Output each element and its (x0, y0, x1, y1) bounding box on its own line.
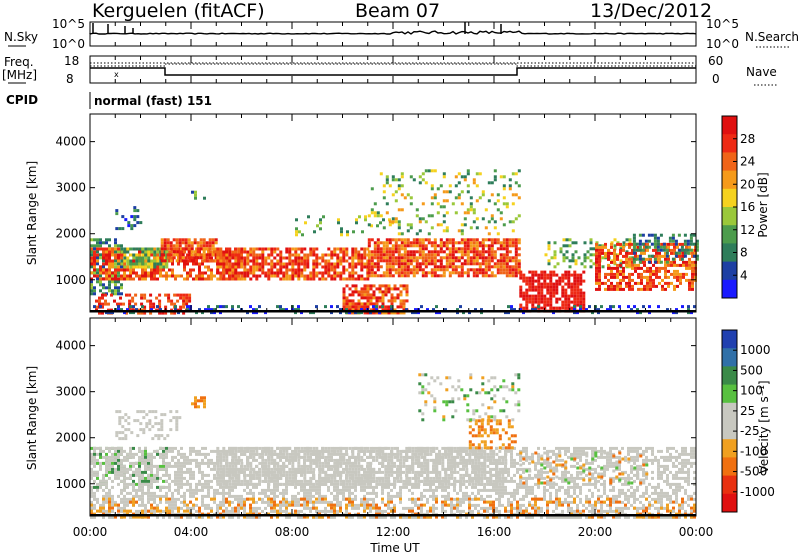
x-tick-label: 00:00 (679, 525, 714, 539)
cpid-label: CPID (6, 93, 38, 107)
nsky-trace (89, 30, 697, 35)
power-panel: 1000 2000 3000 4000 Slant Range [km] 4 8 12 16… (25, 113, 770, 315)
colorbar-tick-label: -500 (740, 465, 767, 479)
colorbar-tick-label: 24 (740, 155, 755, 169)
time-x-axis: 00:00 04:00 08:00 12:00 16:00 20:00 00:00 (73, 22, 714, 539)
nsky-tick-top: 10^5 (52, 17, 85, 31)
freq-tick-top: 18 (64, 54, 79, 68)
power-colorbar: 4 8 12 16 20 24 28 (721, 115, 755, 299)
power-ylabel: Slant Range [km] (25, 161, 39, 265)
nsearch-label: N.Search (745, 30, 799, 44)
freq-panel: x Freq. [MHz] 18 8 60 0 Nave (2, 54, 778, 86)
colorbar-tick-label: 8 (740, 246, 748, 260)
y-tick-label: 2000 (55, 431, 86, 445)
header-beam: Beam 07 (355, 0, 441, 22)
nsky-panel: N.Sky 10^5 10^0 10^5 10^0 N.Search (4, 17, 799, 51)
power-colorbar-label: Power [dB] (756, 172, 770, 237)
header-station: Kerguelen (fitACF) (92, 0, 265, 22)
colorbar-swatch (722, 330, 737, 349)
nsearch-tick-top: 10^5 (706, 17, 739, 31)
freq-tick-bottom: 8 (66, 72, 74, 86)
y-tick-label: 4000 (55, 135, 86, 149)
freq-label-line1: Freq. (4, 55, 34, 69)
colorbar-tick-label: 100 (740, 384, 763, 398)
y-tick-label: 3000 (55, 385, 86, 399)
colorbar-swatch (722, 116, 737, 135)
nsky-tick-bottom: 10^0 (52, 37, 85, 51)
colorbar-tick-label: 20 (740, 177, 755, 191)
colorbar-tick-label: 25 (740, 404, 755, 418)
colorbar-tick-label: 4 (740, 268, 748, 282)
x-tick-label: 20:00 (578, 525, 613, 539)
cpid-panel: CPID normal (fast) 151 (6, 92, 212, 109)
colorbar-tick-label: 12 (740, 223, 755, 237)
colorbar-swatch (722, 225, 737, 244)
colorbar-tick-label: 16 (740, 200, 755, 214)
colorbar-swatch (722, 402, 737, 422)
freq-trace (90, 67, 696, 76)
colorbar-swatch (722, 243, 737, 263)
colorbar-tick-label: -1000 (740, 485, 775, 499)
x-axis-label: Time UT (369, 541, 420, 554)
power-heatmap (90, 169, 699, 315)
velocity-colorbar-label: Velocity [m s⁻¹] (757, 380, 771, 473)
y-tick-label: 1000 (55, 273, 86, 287)
x-tick-label: 00:00 (73, 525, 108, 539)
velocity-ylabel: Slant Range [km] (25, 366, 39, 470)
colorbar-swatch (722, 384, 737, 404)
nave-label: Nave (746, 65, 777, 79)
colorbar-swatch (722, 475, 737, 495)
cpid-value: normal (fast) 151 (94, 94, 212, 108)
colorbar-swatch (722, 188, 737, 208)
colorbar-swatch (722, 348, 737, 367)
colorbar-tick-label: 1000 (740, 343, 771, 357)
colorbar-swatch (722, 134, 737, 153)
nave-trace (90, 63, 696, 67)
power-y-axis: 1000 2000 3000 4000 (55, 135, 696, 287)
colorbar-swatch (722, 421, 737, 440)
colorbar-tick-label: -100 (740, 444, 767, 458)
nave-tick-bottom: 0 (712, 72, 720, 86)
y-tick-label: 4000 (55, 339, 86, 353)
nave-tick-top: 60 (708, 54, 723, 68)
colorbar-tick-label: 28 (740, 132, 755, 146)
y-tick-label: 1000 (55, 477, 86, 491)
y-tick-label: 3000 (55, 181, 86, 195)
x-tick-label: 08:00 (275, 525, 310, 539)
velocity-heatmap (90, 373, 696, 519)
freq-label-line2: [MHz] (2, 68, 37, 82)
colorbar-tick-label: 500 (740, 363, 763, 377)
colorbar-swatch (722, 457, 737, 477)
colorbar-swatch (722, 493, 737, 513)
colorbar-swatch (722, 152, 737, 172)
colorbar-swatch (722, 261, 737, 281)
svg-text:x: x (114, 70, 119, 79)
y-tick-label: 2000 (55, 227, 86, 241)
velocity-colorbar: 1000 500 100 25 -25 -100 -500 -1000 (721, 329, 775, 513)
velocity-y-axis: 1000 2000 3000 4000 (55, 339, 696, 491)
colorbar-swatch (722, 207, 737, 226)
colorbar-swatch (722, 439, 737, 458)
x-tick-label: 04:00 (174, 525, 209, 539)
colorbar-tick-label: -25 (740, 424, 760, 438)
nsky-label: N.Sky (4, 30, 38, 44)
header-date: 13/Dec/2012 (590, 0, 713, 22)
colorbar-swatch (722, 170, 737, 190)
colorbar-swatch (722, 279, 737, 299)
colorbar-swatch (722, 366, 737, 386)
x-tick-label: 16:00 (477, 525, 512, 539)
x-tick-label: 12:00 (376, 525, 411, 539)
nsearch-tick-bottom: 10^0 (706, 37, 739, 51)
